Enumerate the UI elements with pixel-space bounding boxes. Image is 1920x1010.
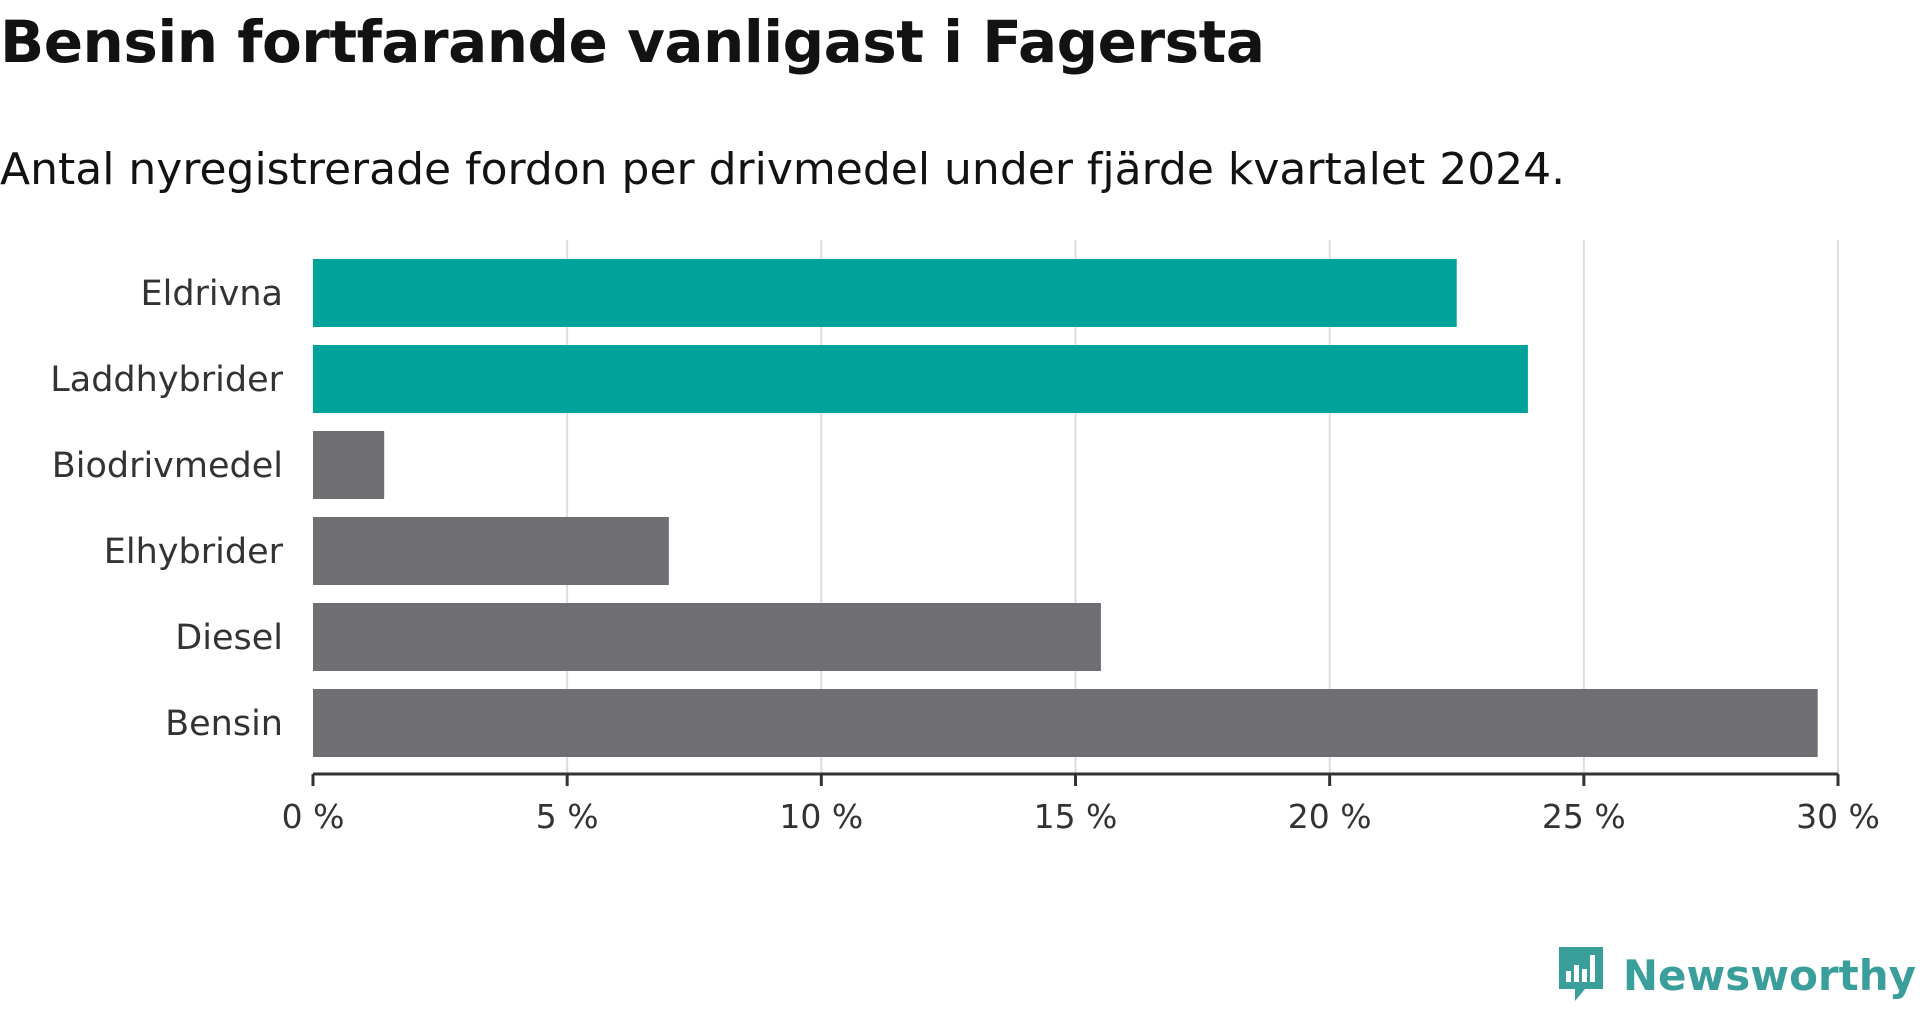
category-label: Diesel <box>175 618 283 658</box>
bar <box>313 345 1528 413</box>
x-tick-label: 30 % <box>1796 797 1880 836</box>
bar <box>313 689 1818 757</box>
x-tick-label: 20 % <box>1288 797 1372 836</box>
bar <box>313 431 385 499</box>
category-label: Laddhybrider <box>50 360 283 400</box>
x-tick-label: 0 % <box>282 797 345 836</box>
category-label: Elhybrider <box>104 532 284 572</box>
x-tick-label: 15 % <box>1034 797 1118 836</box>
x-axis: 0 % 5 % 10 % 15 % 20 % 25 % 30 % <box>282 772 1880 836</box>
category-labels: Eldrivna Laddhybrider Biodrivmedel Elhybrid… <box>50 274 283 744</box>
chart-subtitle: Antal nyregistrerade fordon per drivmede… <box>0 144 1566 195</box>
bar <box>313 603 1101 671</box>
x-tick-label: 10 % <box>779 797 863 836</box>
gridlines <box>566 240 1839 774</box>
category-label: Biodrivmedel <box>52 446 283 486</box>
chart-title: Bensin fortfarande vanligast i Fagersta <box>0 8 1265 76</box>
bars <box>313 259 1818 757</box>
brand-name: Newsworthy <box>1622 950 1916 1000</box>
x-tick-label: 5 % <box>536 797 599 836</box>
category-label: Eldrivna <box>140 274 283 314</box>
newsworthy-logo: Newsworthy <box>1555 940 1916 1010</box>
bar-chart: Eldrivna Laddhybrider Biodrivmedel Elhybrid… <box>50 240 1880 836</box>
category-label: Bensin <box>165 704 283 744</box>
x-tick-label: 25 % <box>1542 797 1626 836</box>
bar <box>313 517 669 585</box>
newsworthy-logo-icon <box>1558 947 1603 1001</box>
bar <box>313 259 1457 327</box>
